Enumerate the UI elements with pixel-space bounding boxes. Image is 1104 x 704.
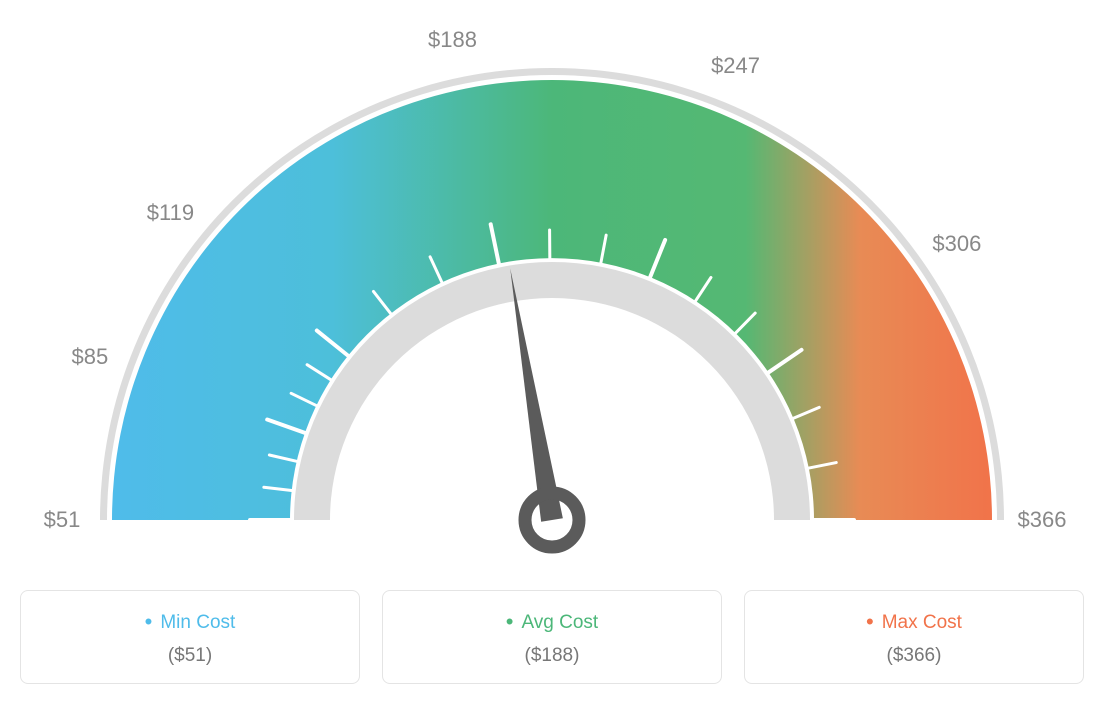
legend-value-min: ($51): [31, 645, 349, 667]
legend-value-max: ($366): [755, 645, 1073, 667]
legend-card-min: Min Cost ($51): [20, 590, 360, 684]
gauge-tick-label: $85: [72, 344, 109, 370]
legend-row: Min Cost ($51) Avg Cost ($188) Max Cost …: [20, 590, 1084, 684]
gauge-tick-label: $119: [147, 200, 194, 226]
gauge-tick-label: $306: [932, 231, 981, 257]
gauge-tick-label: $51: [44, 507, 81, 533]
legend-title-max: Max Cost: [755, 609, 1073, 635]
gauge-svg: [20, 20, 1084, 580]
cost-gauge-chart: $51 $85 $119 $188 $247 $306 $366 Min Cost ($51…: [20, 20, 1084, 684]
legend-value-avg: ($188): [393, 645, 711, 667]
legend-title-min: Min Cost: [31, 609, 349, 635]
gauge-area: $51 $85 $119 $188 $247 $306 $366: [20, 20, 1084, 580]
gauge-tick-label: $247: [711, 53, 760, 79]
legend-title-avg: Avg Cost: [393, 609, 711, 635]
legend-card-avg: Avg Cost ($188): [382, 590, 722, 684]
gauge-tick-label: $188: [428, 27, 477, 53]
gauge-tick-label: $366: [1018, 507, 1067, 533]
legend-card-max: Max Cost ($366): [744, 590, 1084, 684]
